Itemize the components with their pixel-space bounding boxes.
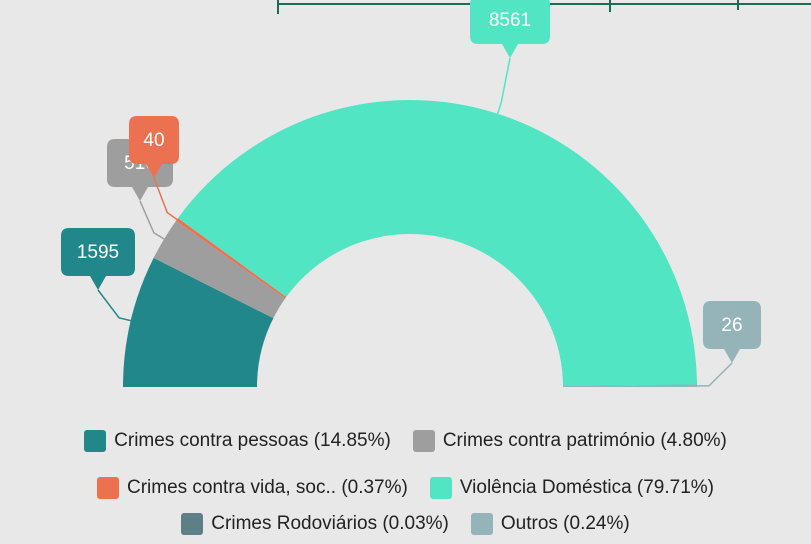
legend-row: Crimes Rodoviários (0.03%) Outros (0.24%)	[0, 513, 811, 535]
slice	[123, 257, 274, 387]
data-label: 8561	[489, 10, 531, 31]
legend-swatch	[412, 430, 435, 452]
leader-line	[153, 177, 178, 221]
slice	[177, 100, 697, 386]
legend-label: Outros (0.24%)	[500, 513, 630, 534]
slice	[562, 384, 697, 387]
data-label: 40	[143, 130, 164, 151]
legend-label: Crimes contra vida, soc.. (0.37%)	[126, 477, 408, 498]
legend-item: Violência Doméstica (79.71%)	[429, 477, 715, 499]
data-label: 1595	[77, 242, 119, 263]
slice	[153, 220, 286, 319]
legend-row: Crimes contra vida, soc.. (0.37%) Violênc…	[0, 477, 811, 499]
legend-label: Crimes Rodoviários (0.03%)	[211, 513, 449, 534]
legend-label: Violência Doméstica (79.71%)	[459, 477, 715, 498]
legend-item: Crimes contra pessoas (14.85%)	[84, 430, 391, 452]
slice	[175, 218, 287, 299]
legend-item: Crimes Rodoviários (0.03%)	[181, 513, 449, 535]
legend-swatch	[429, 477, 452, 499]
leader-line	[97, 289, 131, 322]
legend-label: Crimes contra património (4.80%)	[442, 430, 727, 451]
legend-item: Crimes contra vida, soc.. (0.37%)	[96, 477, 408, 499]
legend-swatch	[181, 513, 204, 535]
label-box	[470, 0, 550, 58]
leader-line	[696, 362, 733, 387]
legend-label: Crimes contra pessoas (14.85%)	[114, 430, 391, 451]
legend-swatch	[470, 513, 493, 535]
data-label: 26	[721, 315, 742, 336]
slice	[562, 384, 697, 386]
legend-item: Crimes contra património (4.80%)	[412, 430, 727, 452]
leader-line	[496, 57, 511, 114]
legend-item: Outros (0.24%)	[470, 513, 630, 535]
legend-swatch	[96, 477, 119, 499]
label-box	[61, 228, 135, 290]
leader-line	[139, 200, 165, 240]
legend-row: Crimes contra pessoas (14.85%) Crimes con…	[0, 430, 811, 452]
label-box	[703, 301, 761, 363]
label-box	[129, 116, 179, 178]
legend-swatch	[84, 430, 107, 452]
